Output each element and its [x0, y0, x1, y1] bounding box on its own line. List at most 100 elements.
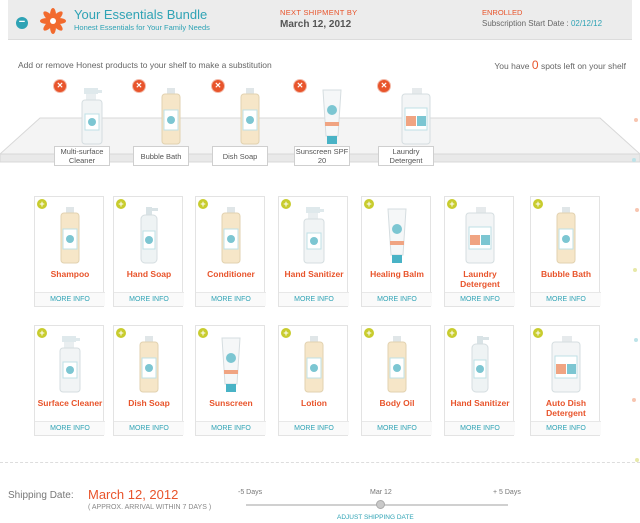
spray-bottle-icon: [303, 207, 325, 264]
more-info-link[interactable]: MORE INFO: [531, 292, 601, 306]
shelf-label: Bubble Bath: [133, 146, 189, 166]
bundle-subtitle: Honest Essentials for Your Family Needs: [74, 23, 210, 32]
shelf-slot: ✕ Bubble Bath: [133, 80, 193, 170]
product-card[interactable]: + Surface Cleaner MORE INFO: [34, 325, 105, 436]
more-info-link[interactable]: MORE INFO: [35, 421, 105, 435]
pump-bottle-icon: [471, 336, 489, 393]
add-button[interactable]: +: [37, 199, 47, 209]
product-card[interactable]: + Sunscreen MORE INFO: [195, 325, 266, 436]
bottle-icon: [240, 88, 260, 145]
add-button[interactable]: +: [447, 199, 457, 209]
add-button[interactable]: +: [198, 199, 208, 209]
more-info-link[interactable]: MORE INFO: [362, 292, 432, 306]
product-image: [50, 205, 90, 265]
product-name: Laundry Detergent: [460, 269, 500, 289]
more-info-link[interactable]: MORE INFO: [196, 292, 266, 306]
product-name: Body Oil: [379, 398, 415, 408]
product-image: [377, 334, 417, 394]
shelf-product-image[interactable]: [396, 86, 436, 151]
adjust-shipping-date-link[interactable]: ADJUST SHIPPING DATE: [337, 514, 414, 521]
add-button[interactable]: +: [281, 328, 291, 338]
subscription-start: Subscription Start Date : 02/12/12: [482, 19, 602, 28]
add-button[interactable]: +: [116, 328, 126, 338]
product-card[interactable]: + Shampoo MORE INFO: [34, 196, 105, 307]
decorative-dots-icon: [632, 118, 639, 462]
add-button[interactable]: +: [281, 199, 291, 209]
product-image: [211, 205, 251, 265]
shelf-instruction: Add or remove Honest products to your sh…: [18, 60, 272, 70]
product-name: Hand Soap: [126, 269, 172, 279]
shelf-label: Dish Soap: [212, 146, 268, 166]
pump-bottle-icon: [140, 207, 158, 264]
slider-min-label: -5 Days: [238, 489, 263, 496]
shipping-date-label: Shipping Date:: [8, 490, 74, 501]
flower-logo-icon: [40, 8, 66, 34]
spray-bottle-icon: [81, 88, 103, 145]
slider-max-label: + 5 Days: [493, 489, 521, 496]
next-shipment-label: NEXT SHIPMENT BY: [280, 8, 358, 17]
product-name: Surface Cleaner: [37, 398, 103, 408]
spots-suffix: spots left on your shelf: [538, 61, 626, 71]
shelf-slot: ✕ Laundry Detergent: [378, 80, 438, 170]
add-button[interactable]: +: [533, 328, 543, 338]
jug-icon: [401, 88, 431, 145]
more-info-link[interactable]: MORE INFO: [531, 421, 601, 435]
add-button[interactable]: +: [447, 328, 457, 338]
add-button[interactable]: +: [364, 328, 374, 338]
product-card[interactable]: + Bubble Bath MORE INFO: [530, 196, 601, 307]
more-info-link[interactable]: MORE INFO: [196, 421, 266, 435]
shelf-product-image[interactable]: [230, 86, 270, 151]
product-card[interactable]: + Healing Balm MORE INFO: [361, 196, 432, 307]
product-name: Shampoo: [50, 269, 90, 279]
spots-prefix: You have: [494, 61, 532, 71]
shelf-label: Sunscreen SPF 20: [294, 146, 350, 166]
more-info-link[interactable]: MORE INFO: [114, 421, 184, 435]
jug-icon: [465, 207, 495, 264]
product-image: [546, 205, 586, 265]
more-info-link[interactable]: MORE INFO: [114, 292, 184, 306]
shelf-slot: ✕ Sunscreen SPF 20: [294, 80, 354, 170]
more-info-link[interactable]: MORE INFO: [362, 421, 432, 435]
product-card[interactable]: + Hand Sanitizer MORE INFO: [444, 325, 515, 436]
collapse-button[interactable]: −: [16, 17, 28, 29]
product-card[interactable]: + Laundry Detergent MORE INFO: [444, 196, 515, 307]
product-card[interactable]: + Auto Dish Detergent MORE INFO: [530, 325, 601, 436]
remove-button[interactable]: ✕: [212, 80, 224, 92]
shelf-product-image[interactable]: [72, 86, 112, 151]
shelf-slot: ✕ Dish Soap: [212, 80, 272, 170]
tube-icon: [322, 89, 342, 144]
product-card[interactable]: + Hand Soap MORE INFO: [113, 196, 184, 307]
bottle-icon: [556, 207, 576, 264]
remove-button[interactable]: ✕: [133, 80, 145, 92]
add-button[interactable]: +: [198, 328, 208, 338]
more-info-link[interactable]: MORE INFO: [279, 292, 349, 306]
slider-handle[interactable]: [376, 500, 385, 509]
add-button[interactable]: +: [37, 328, 47, 338]
product-image: [546, 334, 586, 394]
product-card[interactable]: + Hand Sanitizer MORE INFO: [278, 196, 349, 307]
tube-icon: [387, 208, 407, 263]
add-button[interactable]: +: [364, 199, 374, 209]
product-card[interactable]: + Lotion MORE INFO: [278, 325, 349, 436]
product-name: Dish Soap: [128, 398, 170, 408]
product-card[interactable]: + Body Oil MORE INFO: [361, 325, 432, 436]
shelf-product-image[interactable]: [151, 86, 191, 151]
more-info-link[interactable]: MORE INFO: [279, 421, 349, 435]
remove-button[interactable]: ✕: [378, 80, 390, 92]
product-name: Conditioner: [207, 269, 255, 279]
bottle-icon: [60, 207, 80, 264]
spots-remaining: You have 0 spots left on your shelf: [494, 58, 626, 72]
remove-button[interactable]: ✕: [54, 80, 66, 92]
more-info-link[interactable]: MORE INFO: [445, 421, 515, 435]
remove-button[interactable]: ✕: [294, 80, 306, 92]
shelf-product-image[interactable]: [312, 86, 352, 151]
more-info-link[interactable]: MORE INFO: [445, 292, 515, 306]
more-info-link[interactable]: MORE INFO: [35, 292, 105, 306]
product-image: [50, 334, 90, 394]
product-name: Sunscreen: [209, 398, 253, 408]
product-card[interactable]: + Conditioner MORE INFO: [195, 196, 266, 307]
shipping-date-value: March 12, 2012: [88, 487, 179, 502]
add-button[interactable]: +: [116, 199, 126, 209]
add-button[interactable]: +: [533, 199, 543, 209]
product-card[interactable]: + Dish Soap MORE INFO: [113, 325, 184, 436]
